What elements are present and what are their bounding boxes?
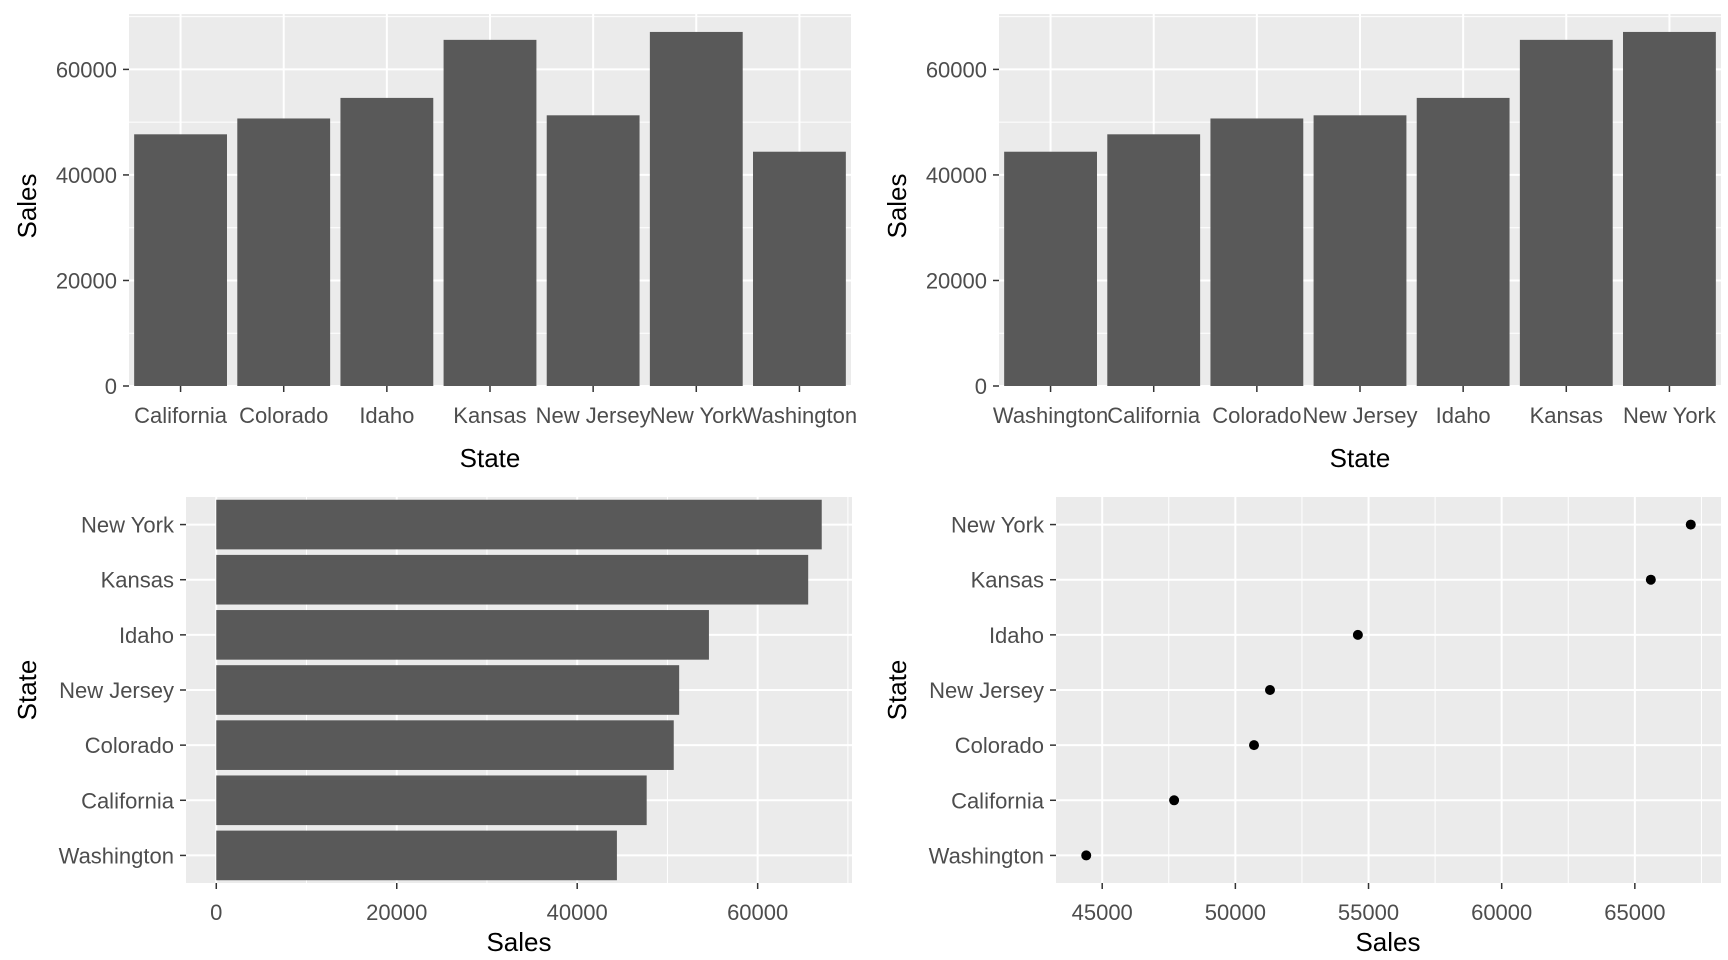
bar-colorado [237, 118, 331, 386]
y-tick-label: New York [951, 513, 1045, 538]
bar-kansas [443, 39, 537, 387]
y-axis-title: Sales [882, 173, 912, 238]
y-tick-label: 20000 [926, 268, 987, 293]
y-axis: 0 20000 40000 60000 [926, 57, 999, 399]
y-axis-title: State [882, 660, 912, 721]
bars [134, 31, 846, 387]
gridlines [1056, 497, 1721, 883]
y-tick-label: Washington [59, 843, 174, 868]
bar-idaho [216, 610, 709, 660]
x-tick-label: California [134, 403, 228, 428]
x-tick-label: Washington [993, 403, 1108, 428]
y-tick-label: California [951, 788, 1045, 813]
x-tick-label: Colorado [239, 403, 328, 428]
x-tick-label: Washington [742, 403, 857, 428]
y-tick-label: 40000 [926, 163, 987, 188]
panel-sales-dot-plot: Washington California Colorado New Jersey Id… [882, 497, 1721, 957]
y-tick-label: Colorado [85, 733, 174, 758]
x-axis-title: Sales [486, 927, 551, 957]
point-kansas [1645, 574, 1656, 585]
panel-sales-horizontal-bars: Washington California Colorado New Jersey Id… [12, 497, 852, 957]
x-tick-label: 40000 [547, 900, 608, 925]
bar-new-york [216, 499, 822, 550]
y-tick-label: Idaho [119, 623, 174, 648]
x-tick-label: New Jersey [1303, 403, 1418, 428]
x-axis: 0 20000 40000 60000 [210, 883, 788, 925]
x-tick-label: 55000 [1338, 900, 1399, 925]
point-colorado [1249, 740, 1260, 751]
y-axis-title: State [12, 660, 42, 721]
y-axis: 0 20000 40000 60000 [56, 57, 129, 399]
y-tick-label: New Jersey [929, 678, 1044, 703]
point-california [1169, 795, 1180, 806]
bar-colorado [1210, 118, 1304, 386]
x-axis: 45000 50000 55000 60000 65000 [1072, 883, 1665, 925]
y-tick-label: 40000 [56, 163, 117, 188]
panel-sales-by-state-alphabetical: 0 20000 40000 60000 California Colorado Idaho… [12, 14, 857, 473]
x-tick-label: Kansas [1530, 403, 1603, 428]
x-axis-title: State [460, 443, 521, 473]
y-tick-label: 60000 [56, 57, 117, 82]
bar-new-jersey [216, 665, 680, 715]
bar-washington [216, 830, 617, 881]
x-tick-label: 65000 [1604, 900, 1665, 925]
y-tick-label: New York [81, 513, 175, 538]
y-tick-label: 0 [975, 374, 987, 399]
y-tick-label: 20000 [56, 268, 117, 293]
y-axis: Washington California Colorado New Jersey Id… [59, 513, 186, 868]
bar-idaho [1416, 97, 1510, 386]
x-tick-label: 0 [210, 900, 222, 925]
y-tick-label: Washington [929, 843, 1044, 868]
y-tick-label: Idaho [989, 623, 1044, 648]
bar-kansas [1519, 39, 1613, 387]
bar-california [216, 775, 647, 826]
y-tick-label: New Jersey [59, 678, 174, 703]
y-tick-label: Kansas [971, 568, 1044, 593]
bar-idaho [340, 97, 434, 386]
bars [1004, 31, 1716, 387]
bar-new-jersey [1313, 115, 1407, 386]
bar-new-jersey [546, 115, 640, 386]
x-tick-label: 60000 [727, 900, 788, 925]
x-tick-label: Idaho [1436, 403, 1491, 428]
bar-colorado [216, 720, 674, 770]
x-tick-label: Kansas [453, 403, 526, 428]
point-washington [1081, 850, 1092, 861]
x-tick-label: New York [650, 403, 744, 428]
bar-washington [1004, 151, 1097, 386]
bar-new-york [649, 31, 743, 386]
point-idaho [1352, 629, 1363, 640]
x-tick-label: 50000 [1205, 900, 1266, 925]
point-new-jersey [1264, 685, 1275, 695]
y-tick-label: California [81, 788, 175, 813]
x-tick-label: Colorado [1212, 403, 1301, 428]
point-new-york [1685, 519, 1696, 530]
x-tick-label: 60000 [1471, 900, 1532, 925]
x-tick-label: New York [1623, 403, 1717, 428]
x-tick-label: California [1107, 403, 1201, 428]
x-tick-label: 45000 [1072, 900, 1133, 925]
x-axis-title: Sales [1355, 927, 1420, 957]
bars [216, 499, 822, 881]
x-tick-label: 20000 [366, 900, 427, 925]
x-tick-label: Idaho [359, 403, 414, 428]
y-axis: Washington California Colorado New Jersey Id… [929, 513, 1056, 868]
bar-kansas [216, 554, 809, 605]
y-tick-label: 0 [105, 374, 117, 399]
bar-new-york [1623, 31, 1716, 386]
x-axis: California Colorado Idaho Kansas New Jersey N… [134, 386, 857, 428]
points [1081, 519, 1696, 861]
y-tick-label: Colorado [955, 733, 1044, 758]
bar-washington [753, 151, 846, 386]
bar-california [1107, 134, 1201, 386]
x-tick-label: New Jersey [536, 403, 651, 428]
y-tick-label: Kansas [101, 568, 174, 593]
bar-california [134, 134, 227, 386]
y-tick-label: 60000 [926, 57, 987, 82]
x-axis-title: State [1330, 443, 1391, 473]
y-axis-title: Sales [12, 173, 42, 238]
